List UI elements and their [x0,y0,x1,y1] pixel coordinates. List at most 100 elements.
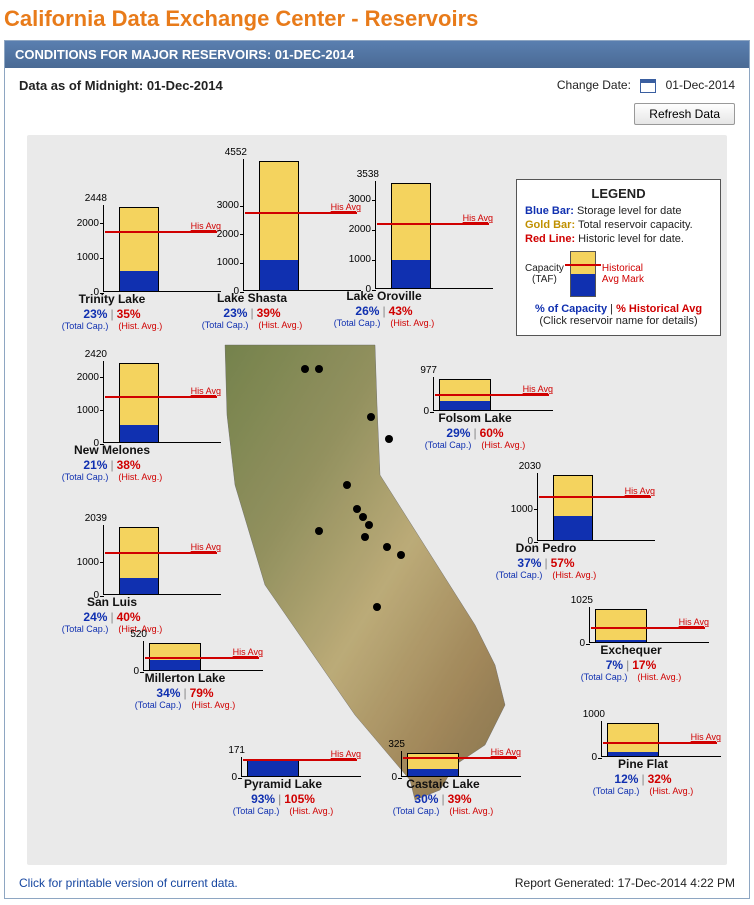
ytick: 1000 [55,557,99,568]
capacity-taf: 171 [211,745,245,756]
calendar-icon[interactable] [640,79,656,93]
pct-hist-avg: 43% [389,304,413,318]
capacity-taf: 2039 [73,513,107,524]
panel-header: CONDITIONS FOR MAJOR RESERVOIRS: 01-DEC-… [5,41,749,68]
hist-avg-label: His Avg [191,386,221,396]
panel-body: Data as of Midnight: 01-Dec-2014 Change … [5,68,749,898]
capacity-taf: 1000 [571,709,605,720]
reservoir-stats: 12%|32% [565,772,721,786]
blue-fill [554,516,592,540]
blue-fill [440,401,490,410]
capacity-taf: 520 [113,629,147,640]
ytick: 1000 [55,405,99,416]
hist-avg-label: His Avg [691,732,721,742]
hist-avg-label: His Avg [491,747,521,757]
reservoir-stats: 29%|60% [397,426,553,440]
report-generated: Report Generated: 17-Dec-2014 4:22 PM [515,876,735,890]
change-date-value[interactable]: 01-Dec-2014 [666,78,735,92]
legend-blue-label: Blue Bar: [525,205,574,217]
reservoir-stats: 37%|57% [489,556,603,570]
hist-avg-line [105,396,217,398]
reservoir-sanluis: 203901000His AvgSan Luis24%|40%(Total Ca… [55,515,169,634]
capacity-taf: 3538 [345,169,379,180]
ytick: 1000 [489,504,533,515]
hist-avg-label: His Avg [625,486,655,496]
pct-capacity: 23% [223,306,247,320]
reservoir-stats: 21%|38% [55,458,169,472]
ytick: 0 [55,438,99,449]
blue-fill [150,660,200,670]
refresh-data-button[interactable]: Refresh Data [634,103,735,125]
reservoir-chart: 3250His Avg [365,741,521,777]
reservoir-chart: 5200His Avg [107,631,263,671]
pct-capacity: 23% [83,307,107,321]
legend-gold-text: Total reservoir capacity. [575,219,693,231]
map-dot [365,521,373,529]
capacity-taf: 2448 [73,193,107,204]
data-as-of-label: Data as of Midnight: 01-Dec-2014 [19,78,223,93]
gold-bar [607,723,659,757]
reservoir-sublabels: (Total Cap.) (Hist. Avg.) [55,321,169,331]
reservoir-sublabels: (Total Cap.) (Hist. Avg.) [327,318,441,328]
reservoir-stats: 24%|40% [55,610,169,624]
pct-capacity: 12% [614,772,638,786]
gold-bar [595,609,647,643]
reservoir-pineflat: 10000His AvgPine Flat12%|32%(Total Cap.)… [565,711,721,796]
ytick: 0 [205,772,237,783]
change-date-label: Change Date: [557,78,631,92]
reservoir-sublabels: (Total Cap.) (Hist. Avg.) [195,320,309,330]
pct-capacity: 29% [446,426,470,440]
legend-phist: % Historical Avg [616,303,702,315]
reservoir-chart: 35380100020003000His Avg [327,171,493,289]
hist-avg-line [243,759,357,761]
ytick: 1000 [327,254,371,265]
gold-bar [247,759,299,777]
capacity-taf: 977 [403,365,437,376]
map-dot [397,551,405,559]
reservoir-sublabels: (Total Cap.) (Hist. Avg.) [565,786,721,796]
printable-link[interactable]: Click for printable version of current d… [19,876,238,890]
map-dot [361,533,369,541]
hist-avg-line [603,742,717,744]
hist-avg-line [105,552,217,554]
pct-capacity: 24% [83,610,107,624]
reservoir-chart: 1710His Avg [205,747,361,777]
reservoir-chart: 203001000His Avg [489,463,655,541]
legend-title: LEGEND [525,186,712,201]
legend-pcap: % of Capacity [535,303,607,315]
ytick: 0 [55,287,99,298]
ytick: 1000 [195,257,239,268]
ytick: 0 [565,752,597,763]
reservoir-oroville: 35380100020003000His AvgLake Oroville26%… [327,171,441,328]
pct-hist-avg: 35% [117,307,141,321]
ytick: 0 [365,772,397,783]
ytick: 0 [327,284,371,295]
ytick: 0 [195,286,239,297]
capacity-taf: 2030 [507,461,541,472]
ytick: 2000 [327,224,371,235]
page-title: California Data Exchange Center - Reserv… [0,0,754,40]
pct-capacity: 7% [606,658,623,672]
pct-hist-avg: 105% [284,792,315,806]
ytick: 0 [489,536,533,547]
map-dot [373,603,381,611]
ytick: 2000 [55,218,99,229]
reservoir-sublabels: (Total Cap.) (Hist. Avg.) [107,700,263,710]
hist-avg-label: His Avg [191,542,221,552]
pct-hist-avg: 60% [480,426,504,440]
legend-red-text: Historic level for date. [575,233,684,245]
pct-hist-avg: 38% [117,458,141,472]
map-area: LEGEND Blue Bar: Storage level for date … [5,135,749,875]
hist-avg-line [145,657,259,659]
reservoir-stats: 7%|17% [553,658,709,672]
pct-capacity: 34% [156,686,180,700]
map-dot [315,527,323,535]
reservoir-stats: 26%|43% [327,304,441,318]
map-dot [301,365,309,373]
footer: Click for printable version of current d… [19,876,735,890]
legend: LEGEND Blue Bar: Storage level for date … [516,179,721,336]
pct-hist-avg: 17% [632,658,656,672]
reservoir-castaic: 3250His AvgCastaic Lake30%|39%(Total Cap… [365,741,521,816]
map-dot [385,435,393,443]
reservoir-millerton: 5200His AvgMillerton Lake34%|79%(Total C… [107,631,263,710]
